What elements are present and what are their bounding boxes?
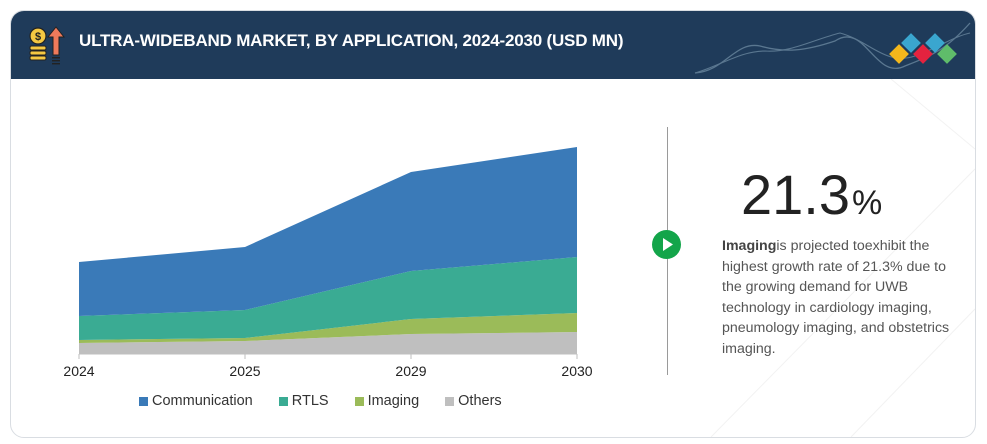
legend-item-communication: Communication: [139, 393, 253, 409]
highlight-segment: Imaging: [722, 238, 777, 254]
legend-swatch: [278, 396, 288, 406]
area-communication: [79, 147, 577, 316]
header-bar: $ ULTRA-WIDEBAND MARKET, BY APPLICATION,…: [11, 11, 975, 79]
legend-swatch: [139, 396, 148, 406]
legend-label: Imaging: [367, 393, 420, 409]
infographic-card: $ ULTRA-WIDEBAND MARKET, BY APPLICATION,…: [10, 10, 976, 438]
growth-rate-number: 21.3: [741, 163, 850, 226]
legend-swatch: [354, 396, 364, 406]
background-decoration: [710, 79, 975, 437]
legend-item-imaging: Imaging: [354, 393, 420, 409]
chart-areas: [79, 147, 577, 354]
x-tick-label: 2030: [561, 363, 592, 379]
highlight-description: Imagingis projected toexhibit the highes…: [722, 236, 962, 359]
svg-text:$: $: [35, 31, 41, 43]
x-tick-label: 2025: [229, 363, 260, 379]
legend-swatch: [445, 396, 455, 406]
growth-rate-unit: %: [852, 184, 883, 222]
chart-legend: Communication RTLS Imaging Others: [139, 393, 528, 409]
area-imaging: [79, 313, 577, 343]
legend-item-rtls: RTLS: [278, 393, 329, 409]
legend-label: Communication: [152, 393, 253, 409]
logo-diamonds: [889, 33, 957, 64]
legend-label: Others: [458, 393, 502, 409]
area-rtls: [79, 257, 577, 340]
x-tick-label: 2029: [395, 363, 426, 379]
play-icon[interactable]: [652, 230, 681, 259]
money-growth-icon: $: [29, 26, 66, 65]
growth-rate-value: 21.3%: [741, 167, 882, 223]
chart-title: ULTRA-WIDEBAND MARKET, BY APPLICATION, 2…: [79, 31, 624, 50]
x-axis-ticks: 2024 2025 2029 2030: [63, 354, 593, 379]
stacked-area-chart: 2024 2025 2029 2030: [63, 147, 593, 379]
area-others: [79, 332, 577, 354]
highlight-text: is projected toexhibit the highest growt…: [722, 238, 950, 357]
decorative-wave-logo: [694, 22, 971, 74]
legend-label: RTLS: [291, 393, 329, 409]
x-tick-label: 2024: [63, 363, 94, 379]
legend-item-others: Others: [445, 393, 502, 409]
